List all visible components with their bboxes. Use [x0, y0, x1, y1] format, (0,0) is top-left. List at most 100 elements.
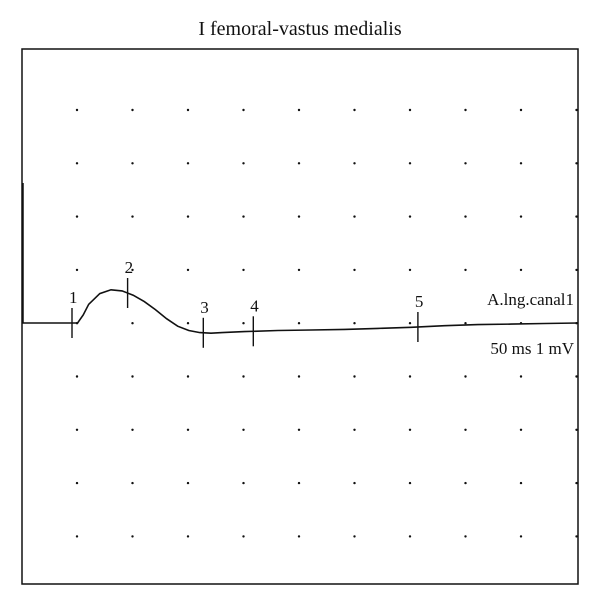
- grid-dot: [75, 428, 79, 431]
- marker-5-label: 5: [415, 292, 424, 311]
- grid-dot: [353, 268, 356, 272]
- grid-dot: [464, 322, 467, 325]
- grid-dot: [242, 268, 245, 272]
- grid-dot: [575, 215, 578, 218]
- grid-dot: [186, 268, 190, 272]
- grid-dot: [408, 215, 412, 218]
- grid-dot: [464, 162, 467, 165]
- grid-dot: [519, 428, 523, 431]
- grid-dot: [131, 428, 134, 431]
- grid-dot: [297, 162, 301, 165]
- grid-dot: [186, 162, 190, 165]
- marker-group: 1 2 3 4 5: [69, 258, 423, 348]
- grid-dot: [519, 481, 523, 485]
- grid-dot: [131, 322, 134, 325]
- grid-dot: [242, 535, 245, 538]
- grid-dot: [464, 215, 467, 218]
- grid-dot: [575, 375, 578, 378]
- grid-dots: [75, 108, 578, 538]
- grid-dot: [519, 268, 523, 272]
- grid-dot: [186, 428, 190, 431]
- grid-dot: [408, 375, 412, 378]
- grid-dot: [464, 375, 467, 378]
- grid-dot: [131, 162, 134, 165]
- grid-dot: [131, 481, 134, 485]
- grid-dot: [353, 108, 356, 112]
- grid-dot: [297, 375, 301, 378]
- grid-dot: [75, 535, 79, 538]
- grid-dot: [297, 428, 301, 431]
- grid-dot: [297, 215, 301, 218]
- grid-dot: [186, 108, 190, 112]
- grid-dot: [75, 215, 79, 218]
- chart-title: I femoral-vastus medialis: [198, 18, 402, 40]
- grid-dot: [297, 108, 301, 112]
- grid-dot: [519, 108, 523, 112]
- marker-1-label: 1: [69, 288, 78, 307]
- grid-dot: [242, 481, 245, 485]
- signal-trace: [22, 288, 579, 335]
- grid-dot: [575, 481, 578, 485]
- grid-dot: [575, 428, 578, 431]
- grid-dot: [131, 215, 134, 218]
- grid-dot: [408, 162, 412, 165]
- grid-dot: [408, 322, 412, 325]
- grid-dot: [408, 481, 412, 485]
- grid-dot: [408, 108, 412, 112]
- grid-dot: [353, 162, 356, 165]
- grid-dot: [186, 215, 190, 218]
- grid-dot: [242, 162, 245, 165]
- grid-dot: [242, 428, 245, 431]
- grid-dot: [464, 428, 467, 431]
- grid-dot: [519, 215, 523, 218]
- grid-dot: [464, 268, 467, 272]
- grid-dot: [353, 375, 356, 378]
- grid-dot: [75, 481, 79, 485]
- grid-dot: [75, 108, 79, 112]
- grid-dot: [575, 535, 578, 538]
- plot-frame: [21, 48, 579, 585]
- grid-dot: [75, 375, 79, 378]
- grid-dot: [353, 215, 356, 218]
- marker-3-label: 3: [200, 298, 209, 317]
- grid-dot: [297, 322, 301, 325]
- grid-dot: [353, 535, 356, 538]
- grid-dot: [408, 268, 412, 272]
- grid-dot: [186, 535, 190, 538]
- grid-dot: [297, 268, 301, 272]
- grid-dot: [131, 375, 134, 378]
- grid-dot: [575, 162, 578, 165]
- scale-label: 50 ms 1 mV: [490, 339, 574, 358]
- grid-dot: [408, 535, 412, 538]
- grid-dot: [131, 108, 134, 112]
- grid-dot: [75, 268, 79, 272]
- grid-dot: [575, 108, 578, 112]
- grid-dot: [242, 322, 245, 325]
- grid-dot: [575, 268, 578, 272]
- grid-dot: [519, 535, 523, 538]
- grid-dot: [242, 108, 245, 112]
- grid-dot: [131, 268, 134, 272]
- grid-dot: [519, 375, 523, 378]
- grid-dot: [353, 481, 356, 485]
- grid-dot: [186, 375, 190, 378]
- grid-dot: [464, 481, 467, 485]
- marker-2-label: 2: [125, 258, 134, 277]
- marker-4-label: 4: [250, 296, 259, 315]
- grid-dot: [464, 535, 467, 538]
- grid-dot: [242, 375, 245, 378]
- grid-dot: [408, 428, 412, 431]
- grid-dot: [297, 481, 301, 485]
- grid-dot: [242, 215, 245, 218]
- grid-dot: [297, 535, 301, 538]
- grid-dot: [131, 535, 134, 538]
- channel-label: A.lng.canal1: [487, 290, 574, 309]
- grid-dot: [464, 108, 467, 112]
- grid-dot: [186, 481, 190, 485]
- grid-dot: [75, 162, 79, 165]
- grid-dot: [353, 322, 356, 325]
- grid-dot: [353, 428, 356, 431]
- grid-dot: [186, 322, 190, 325]
- grid-dot: [519, 162, 523, 165]
